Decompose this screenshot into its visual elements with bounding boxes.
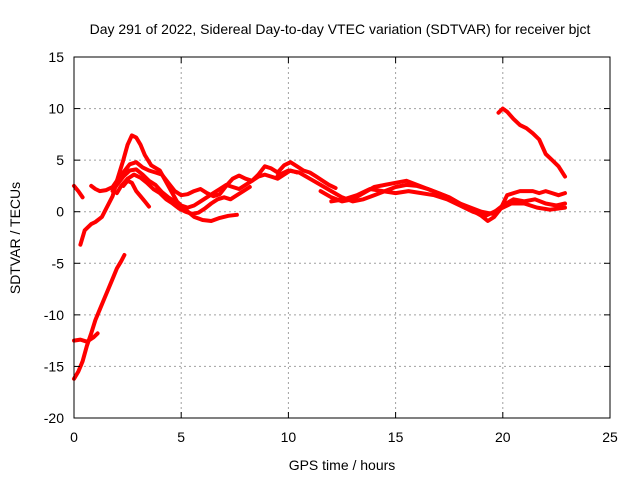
series-line-1	[72, 253, 127, 381]
x-tick-label: 25	[602, 429, 618, 445]
series-line-12	[496, 106, 567, 179]
gridlines	[74, 57, 610, 418]
x-tick-label: 10	[281, 429, 297, 445]
chart-title: Day 291 of 2022, Sidereal Day-to-day VTE…	[90, 21, 591, 37]
series-line-2	[72, 331, 100, 344]
x-tick-label: 5	[177, 429, 185, 445]
series-line-11	[329, 187, 567, 218]
y-axis-label: SDTVAR / TECUs	[7, 182, 23, 294]
y-tick-label: -20	[44, 410, 64, 426]
y-tick-label: -15	[44, 358, 64, 374]
y-tick-label: 15	[48, 49, 64, 65]
series-line-6	[110, 167, 299, 210]
x-tick-label: 20	[495, 429, 511, 445]
y-tick-label: 10	[48, 101, 64, 117]
series-line-4	[78, 133, 239, 247]
plot-area-frame	[73, 56, 611, 419]
series-line-7	[114, 172, 252, 216]
x-tick-label: 0	[70, 429, 78, 445]
y-tick-label: -10	[44, 307, 64, 323]
y-tick-label: -5	[52, 255, 65, 271]
x-tick-label: 15	[388, 429, 404, 445]
series-line-3	[72, 183, 85, 200]
x-axis-label: GPS time / hours	[289, 457, 396, 473]
series-group	[72, 106, 567, 381]
y-tick-label: 5	[56, 152, 64, 168]
y-tick-label: 0	[56, 204, 64, 220]
axis-ticks: 0 5 10 15 20 25 -20 -15 -10 -5 0 5 10 15	[44, 49, 618, 445]
series-line-8	[121, 178, 151, 209]
